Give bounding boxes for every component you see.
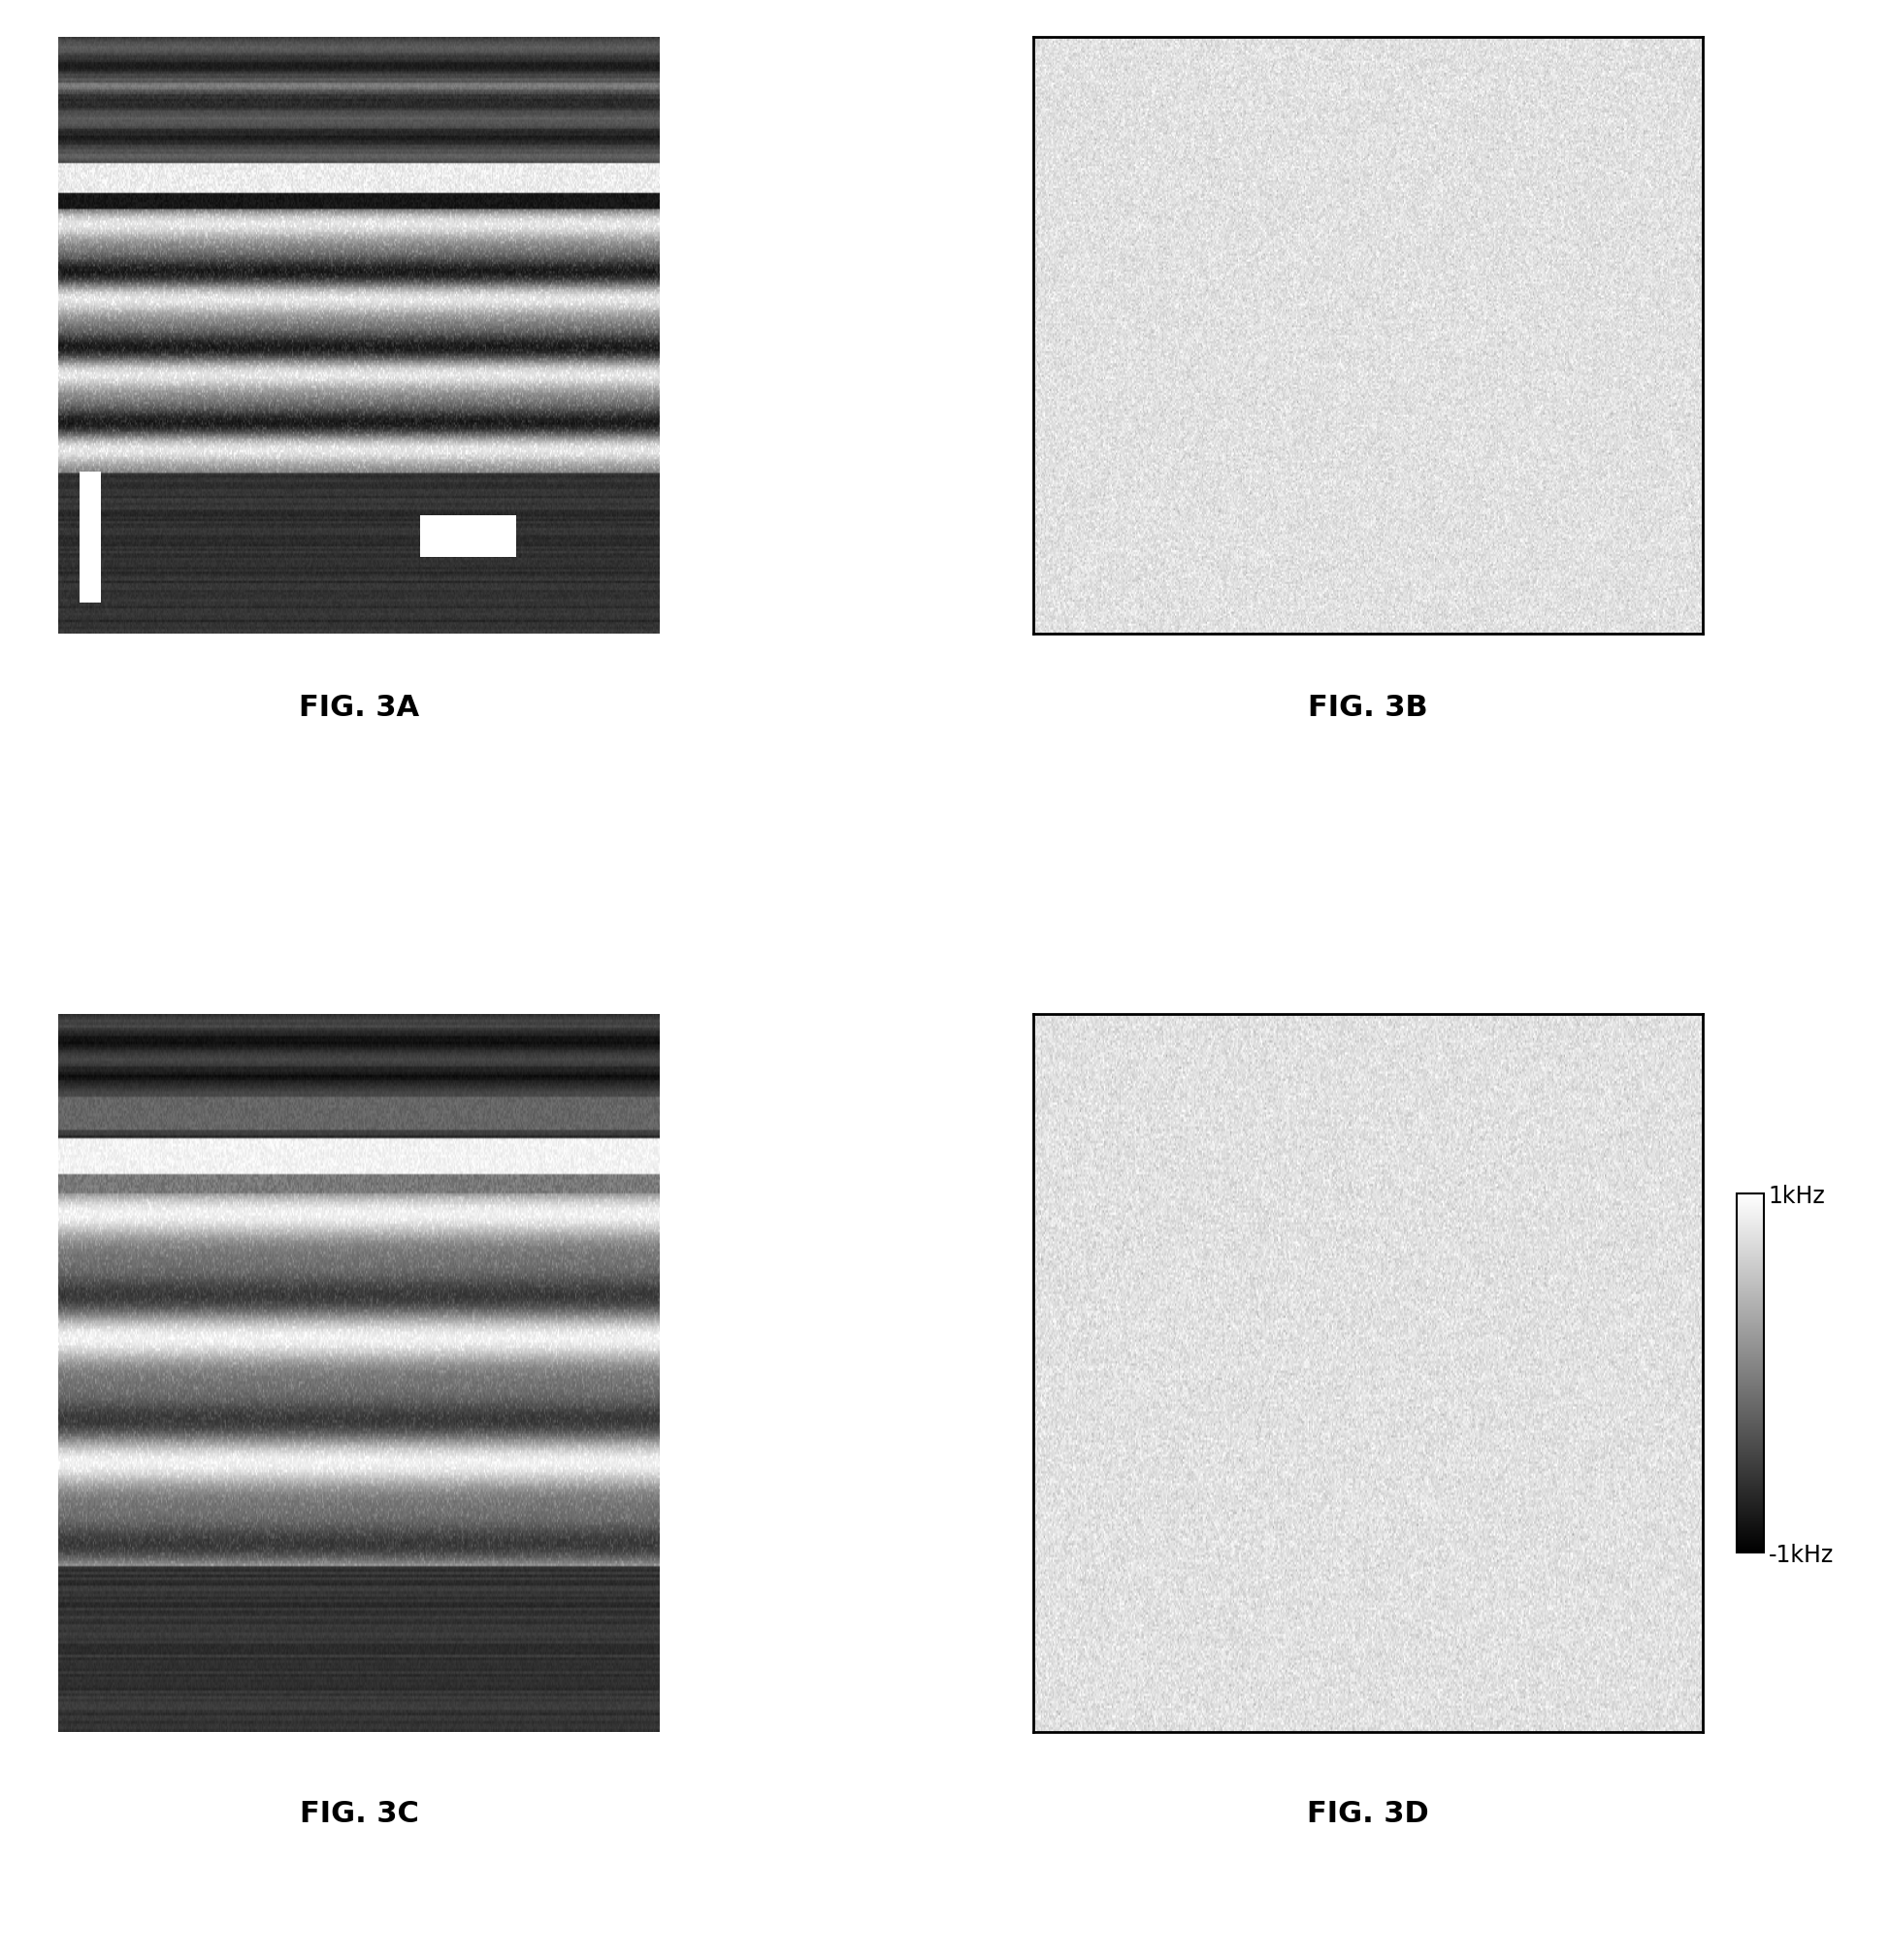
Bar [420,515,516,557]
Text: FIG. 3D: FIG. 3D [1308,1801,1429,1829]
Bar [79,472,100,602]
Text: FIG. 3A: FIG. 3A [299,694,420,723]
Text: FIG. 3B: FIG. 3B [1308,694,1429,723]
Text: FIG. 3C: FIG. 3C [299,1801,418,1829]
